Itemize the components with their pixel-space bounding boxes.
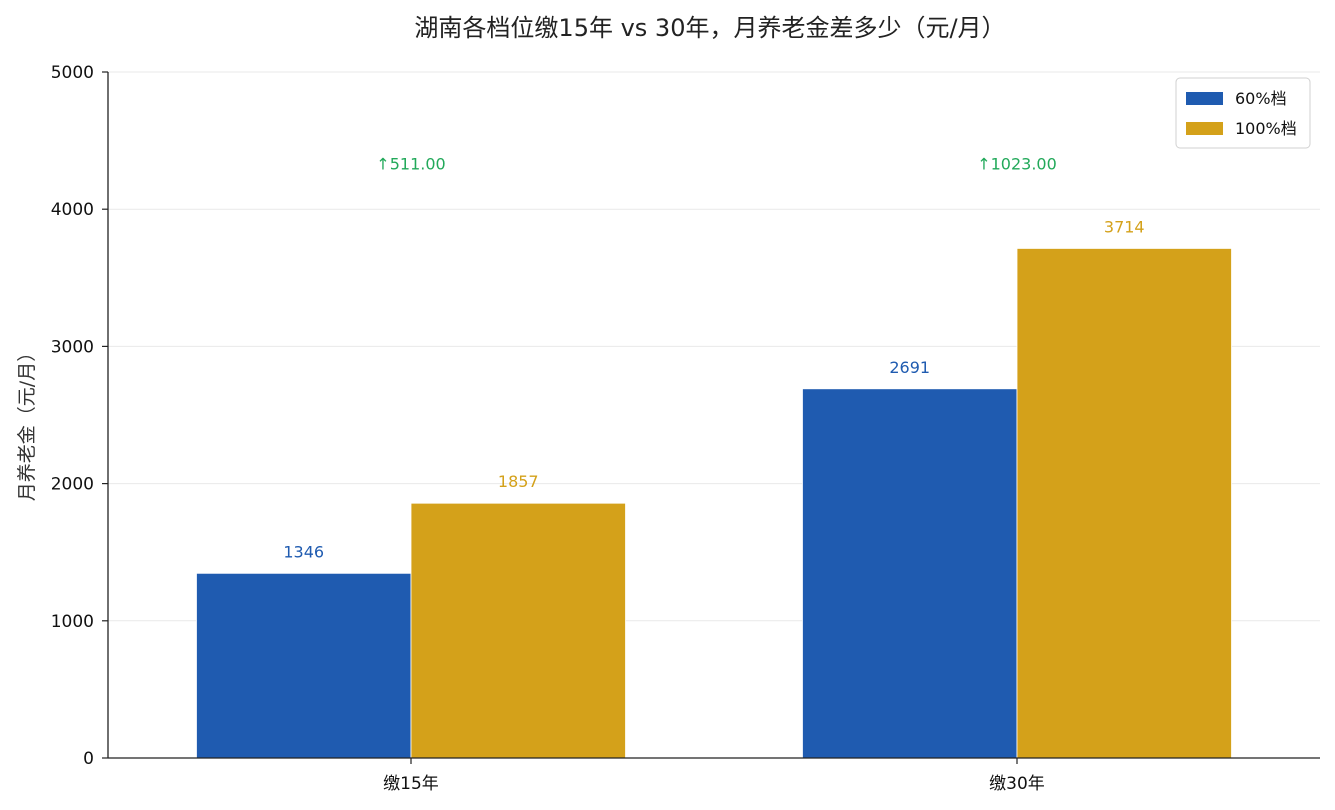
bar [1016,248,1232,759]
difference-label: ↑511.00 [376,154,445,173]
y-axis: 0 1000 2000 3000 4000 5000 [51,63,109,769]
bar [802,388,1018,759]
bar [196,572,412,759]
bar [410,502,626,759]
y-tick-label: 0 [83,749,94,769]
bar-value-label: 3714 [1104,217,1145,236]
y-tick-label: 1000 [51,612,94,632]
x-tick-label: 缴30年 [989,774,1045,794]
y-axis-label: 月养老金（元/月） [16,343,38,501]
bar-labels: 1346 1857 2691 3714 [283,217,1144,561]
bar-value-label: 1857 [498,472,539,491]
legend-entry-label: 100%档 [1235,119,1297,138]
y-tick-label: 4000 [51,200,94,220]
x-axis: 缴15年 缴30年 [108,757,1320,794]
bar-value-label: 1346 [283,542,324,561]
bar-value-label: 2691 [889,358,930,377]
y-tick-label: 5000 [51,63,94,83]
difference-label: ↑1023.00 [977,154,1057,173]
bars [196,248,1232,759]
legend-entry-label: 60%档 [1235,89,1287,108]
difference-labels: ↑511.00 ↑1023.00 [376,154,1056,173]
chart-title: 湖南各档位缴15年 vs 30年，月养老金差多少（元/月） [414,14,1005,42]
legend: 60%档 100%档 [1175,77,1311,149]
legend-swatch [1186,122,1223,135]
legend-swatch [1186,92,1223,105]
x-tick-label: 缴15年 [383,774,439,794]
y-tick-label: 2000 [51,475,94,495]
y-tick-label: 3000 [51,337,94,357]
